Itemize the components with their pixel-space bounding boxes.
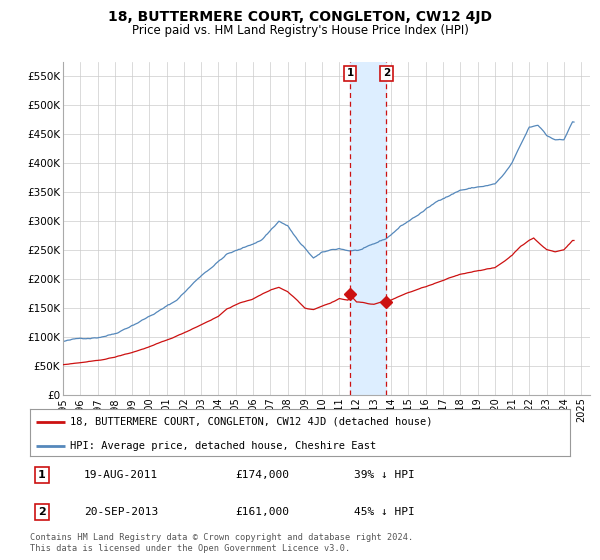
Text: 18, BUTTERMERE COURT, CONGLETON, CW12 4JD (detached house): 18, BUTTERMERE COURT, CONGLETON, CW12 4J… bbox=[71, 417, 433, 427]
Text: 20-SEP-2013: 20-SEP-2013 bbox=[84, 507, 158, 517]
Text: 2: 2 bbox=[383, 68, 390, 78]
Text: 1: 1 bbox=[347, 68, 354, 78]
Text: 39% ↓ HPI: 39% ↓ HPI bbox=[354, 470, 415, 480]
Text: 2: 2 bbox=[38, 507, 46, 517]
Text: 1: 1 bbox=[38, 470, 46, 480]
Text: £174,000: £174,000 bbox=[235, 470, 289, 480]
Text: Contains HM Land Registry data © Crown copyright and database right 2024.
This d: Contains HM Land Registry data © Crown c… bbox=[30, 533, 413, 553]
Text: HPI: Average price, detached house, Cheshire East: HPI: Average price, detached house, Ches… bbox=[71, 441, 377, 451]
Text: Price paid vs. HM Land Registry's House Price Index (HPI): Price paid vs. HM Land Registry's House … bbox=[131, 24, 469, 36]
Text: 45% ↓ HPI: 45% ↓ HPI bbox=[354, 507, 415, 517]
Text: £161,000: £161,000 bbox=[235, 507, 289, 517]
Text: 18, BUTTERMERE COURT, CONGLETON, CW12 4JD: 18, BUTTERMERE COURT, CONGLETON, CW12 4J… bbox=[108, 10, 492, 24]
Text: 19-AUG-2011: 19-AUG-2011 bbox=[84, 470, 158, 480]
Bar bbox=[350, 62, 386, 395]
